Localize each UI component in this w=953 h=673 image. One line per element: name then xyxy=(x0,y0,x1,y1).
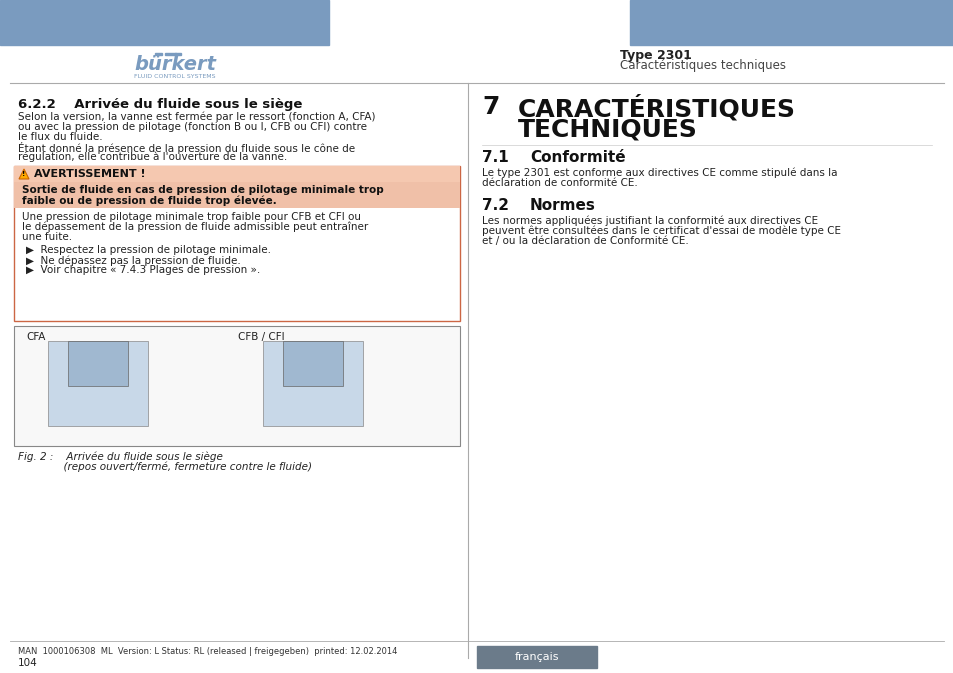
Text: 104: 104 xyxy=(18,658,38,668)
Text: MAN  1000106308  ML  Version: L Status: RL (released | freigegeben)  printed: 12: MAN 1000106308 ML Version: L Status: RL … xyxy=(18,647,397,656)
Text: Caractéristiques techniques: Caractéristiques techniques xyxy=(619,59,785,73)
Text: Selon la version, la vanne est fermée par le ressort (fonction A, CFA): Selon la version, la vanne est fermée pa… xyxy=(18,112,375,122)
Bar xyxy=(263,341,363,426)
Bar xyxy=(14,326,459,446)
Text: Étant donné la présence de la pression du fluide sous le cône de: Étant donné la présence de la pression d… xyxy=(18,142,355,154)
Bar xyxy=(174,52,180,55)
Text: CARACTÉRISTIQUES: CARACTÉRISTIQUES xyxy=(517,95,795,122)
Bar xyxy=(165,52,176,55)
Bar xyxy=(476,646,597,668)
Text: 7.1: 7.1 xyxy=(481,150,508,165)
Text: Sortie de fluide en cas de pression de pilotage minimale trop: Sortie de fluide en cas de pression de p… xyxy=(22,185,383,195)
Polygon shape xyxy=(19,169,29,179)
Bar xyxy=(68,341,128,386)
Text: 6.2.2    Arrivée du fluide sous le siège: 6.2.2 Arrivée du fluide sous le siège xyxy=(18,98,302,111)
Text: déclaration de conformité CE.: déclaration de conformité CE. xyxy=(481,178,638,188)
Text: (repos ouvert/fermé, fermeture contre le fluide): (repos ouvert/fermé, fermeture contre le… xyxy=(18,462,312,472)
Text: CFA: CFA xyxy=(26,332,46,342)
Text: Les normes appliquées justifiant la conformité aux directives CE: Les normes appliquées justifiant la conf… xyxy=(481,216,818,227)
Text: Type 2301: Type 2301 xyxy=(619,48,691,61)
Text: 7: 7 xyxy=(481,95,498,119)
Text: 7.2: 7.2 xyxy=(481,198,509,213)
Text: régulation, elle contribue à l'ouverture de la vanne.: régulation, elle contribue à l'ouverture… xyxy=(18,152,287,162)
Text: !: ! xyxy=(22,172,26,178)
Text: Le type 2301 est conforme aux directives CE comme stipulé dans la: Le type 2301 est conforme aux directives… xyxy=(481,168,837,178)
Text: ▶  Respectez la pression de pilotage minimale.: ▶ Respectez la pression de pilotage mini… xyxy=(26,245,271,255)
Text: Fig. 2 :    Arrivée du fluide sous le siège: Fig. 2 : Arrivée du fluide sous le siège xyxy=(18,451,223,462)
Text: AVERTISSEMENT !: AVERTISSEMENT ! xyxy=(34,169,146,179)
Bar xyxy=(14,182,459,208)
Text: français: français xyxy=(515,652,558,662)
Text: ▶  Ne dépassez pas la pression de fluide.: ▶ Ne dépassez pas la pression de fluide. xyxy=(26,255,240,266)
Text: Normes: Normes xyxy=(530,198,596,213)
Bar xyxy=(14,166,459,182)
Text: le flux du fluide.: le flux du fluide. xyxy=(18,132,103,142)
Text: bürkert: bürkert xyxy=(133,55,215,75)
Bar xyxy=(48,341,148,426)
Text: une fuite.: une fuite. xyxy=(22,232,72,242)
Text: Conformité: Conformité xyxy=(530,150,625,165)
Text: Une pression de pilotage minimale trop faible pour CFB et CFI ou: Une pression de pilotage minimale trop f… xyxy=(22,212,360,222)
Bar xyxy=(283,341,343,386)
Text: FLUID CONTROL SYSTEMS: FLUID CONTROL SYSTEMS xyxy=(134,75,215,79)
Text: faible ou de pression de fluide trop élevée.: faible ou de pression de fluide trop éle… xyxy=(22,196,276,207)
Text: et / ou la déclaration de Conformité CE.: et / ou la déclaration de Conformité CE. xyxy=(481,236,688,246)
Bar xyxy=(14,166,459,321)
Bar xyxy=(0,0,329,45)
Text: CFB / CFI: CFB / CFI xyxy=(237,332,284,342)
Text: TECHNIQUES: TECHNIQUES xyxy=(517,117,698,141)
Bar xyxy=(629,0,953,45)
Text: peuvent être consultées dans le certificat d'essai de modèle type CE: peuvent être consultées dans le certific… xyxy=(481,226,841,236)
Text: ou avec la pression de pilotage (fonction B ou I, CFB ou CFI) contre: ou avec la pression de pilotage (fonctio… xyxy=(18,122,367,132)
Text: ▶  Voir chapitre « 7.4.3 Plages de pression ».: ▶ Voir chapitre « 7.4.3 Plages de pressi… xyxy=(26,265,260,275)
Text: le dépassement de la pression de fluide admissible peut entraîner: le dépassement de la pression de fluide … xyxy=(22,222,368,232)
Bar xyxy=(154,52,162,55)
